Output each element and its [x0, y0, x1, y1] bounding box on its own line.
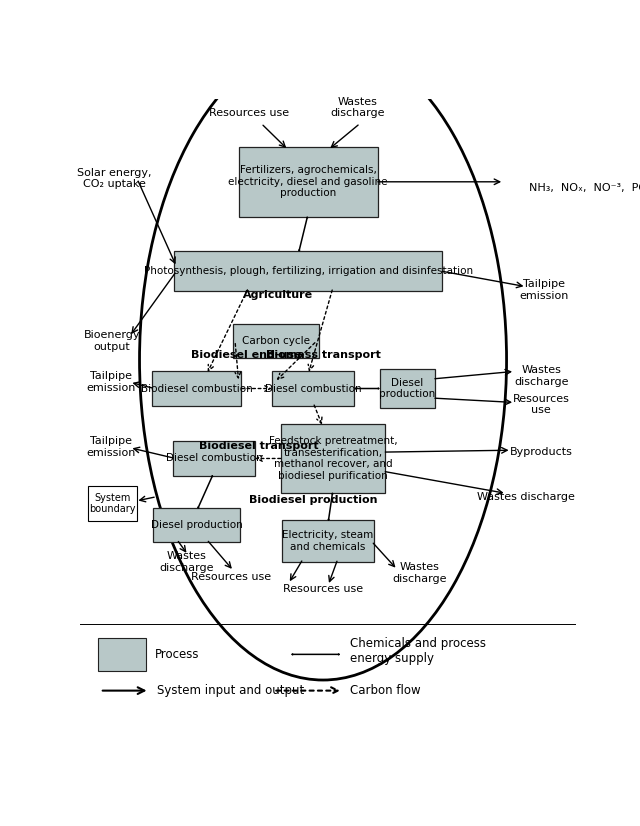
FancyBboxPatch shape	[239, 147, 378, 216]
Text: Wastes
discharge: Wastes discharge	[330, 97, 385, 118]
Text: System input and output: System input and output	[157, 684, 304, 697]
Text: Tailpipe
emission: Tailpipe emission	[86, 372, 136, 393]
Text: Diesel production: Diesel production	[150, 520, 243, 530]
FancyBboxPatch shape	[281, 424, 385, 493]
FancyBboxPatch shape	[98, 638, 147, 671]
Text: Wastes
discharge: Wastes discharge	[514, 365, 568, 387]
Text: Diesel combustion: Diesel combustion	[265, 383, 362, 393]
Text: Diesel
production: Diesel production	[380, 377, 435, 399]
Text: Biodiesel transport: Biodiesel transport	[199, 441, 318, 451]
FancyBboxPatch shape	[380, 368, 435, 408]
Text: Biodiesel end-use: Biodiesel end-use	[191, 350, 301, 360]
FancyBboxPatch shape	[88, 486, 136, 521]
Text: Biomass transport: Biomass transport	[266, 350, 380, 360]
Text: NH₃,  NOₓ,  NO⁻³,  PO₄⁻⁴: NH₃, NOₓ, NO⁻³, PO₄⁻⁴	[529, 183, 640, 193]
FancyBboxPatch shape	[173, 441, 255, 476]
FancyBboxPatch shape	[152, 372, 241, 406]
Text: Byproducts: Byproducts	[510, 447, 573, 457]
Text: Biodiesel combustion: Biodiesel combustion	[141, 383, 252, 393]
Text: System
boundary: System boundary	[89, 493, 136, 515]
Text: Agriculture: Agriculture	[243, 290, 314, 300]
Text: Wastes
discharge: Wastes discharge	[159, 551, 214, 573]
Text: Diesel combustion: Diesel combustion	[166, 453, 262, 463]
Text: Carbon cycle: Carbon cycle	[242, 336, 310, 346]
Text: Wastes
discharge: Wastes discharge	[392, 563, 447, 584]
Text: Chemicals and process
energy supply: Chemicals and process energy supply	[350, 637, 486, 665]
Text: Carbon flow: Carbon flow	[350, 684, 421, 697]
Text: Photosynthesis, plough, fertilizing, irrigation and disinfestation: Photosynthesis, plough, fertilizing, irr…	[143, 266, 473, 276]
Text: Bioenergy
output: Bioenergy output	[84, 330, 141, 352]
Text: Resources use: Resources use	[209, 108, 289, 118]
Text: Resources use: Resources use	[283, 584, 363, 594]
Text: Wastes discharge: Wastes discharge	[477, 491, 575, 501]
Text: Feedstock pretreatment,
transesterification,
methanol recover, and
biodiesel pur: Feedstock pretreatment, transesterificat…	[269, 436, 397, 481]
Text: Solar energy,
CO₂ uptake: Solar energy, CO₂ uptake	[77, 168, 152, 189]
Text: Tailpipe
emission: Tailpipe emission	[519, 279, 568, 301]
Text: Tailpipe
emission: Tailpipe emission	[86, 436, 136, 458]
Text: Electricity, steam
and chemicals: Electricity, steam and chemicals	[282, 530, 374, 552]
Text: Biodiesel production: Biodiesel production	[249, 495, 378, 505]
FancyBboxPatch shape	[272, 372, 354, 406]
FancyBboxPatch shape	[232, 324, 319, 358]
Text: Resources
use: Resources use	[513, 394, 570, 415]
Text: Process: Process	[154, 648, 199, 661]
Text: Resources use: Resources use	[191, 572, 271, 582]
FancyBboxPatch shape	[153, 508, 240, 543]
FancyBboxPatch shape	[174, 251, 442, 291]
Text: Fertilizers, agrochemicals,
electricity, diesel and gasoline
production: Fertilizers, agrochemicals, electricity,…	[228, 165, 388, 198]
FancyBboxPatch shape	[282, 520, 374, 562]
